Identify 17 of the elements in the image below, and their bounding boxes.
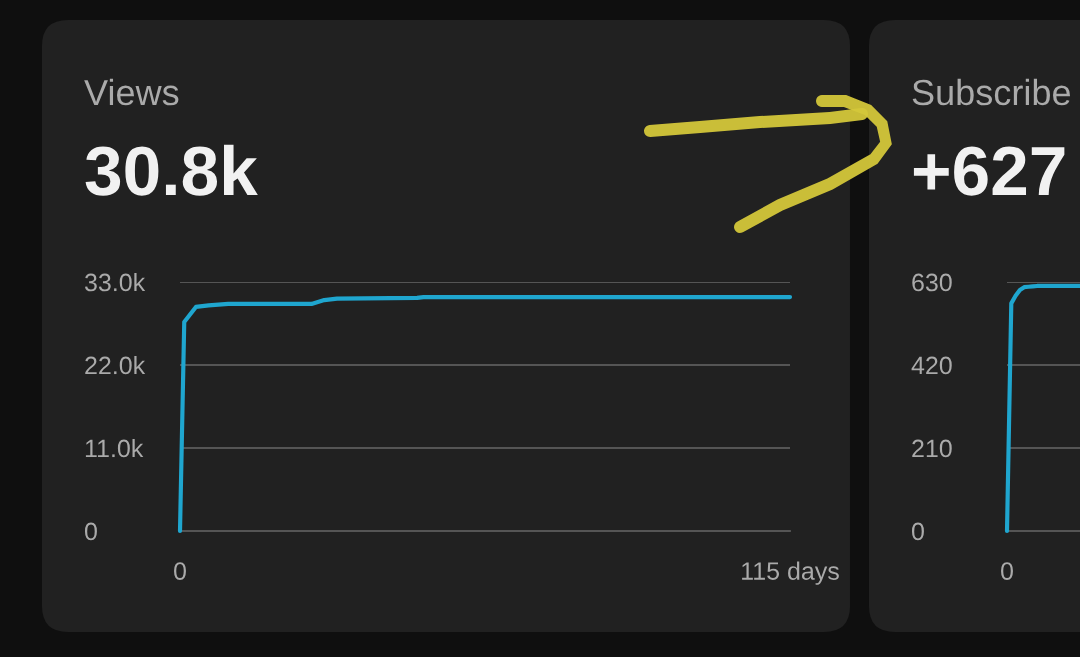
chart-subtitle: +627 [913, 146, 1065, 196]
x-tick-label: 0 [174, 562, 186, 580]
y-tick-label: 0 [911, 522, 924, 541]
y-tick-label: 33.0k [84, 272, 146, 292]
y-tick-label: 11.0k [85, 438, 144, 458]
y-tick-label: 630 [912, 273, 952, 292]
x-tick-label: 115 days [742, 561, 839, 585]
line-series [1004, 283, 1080, 534]
y-tick-label: 420 [911, 356, 952, 375]
chart-title: Subscribe [912, 78, 1070, 106]
y-tick-label: 22.0k [85, 355, 146, 375]
chart-title: Views [84, 78, 179, 106]
x-tick-label: 0 [1001, 562, 1013, 580]
chart-subtitle: 30.8k [85, 144, 258, 196]
y-tick-label: 210 [912, 439, 952, 458]
line-series [177, 295, 793, 534]
y-tick-label: 0 [84, 522, 97, 541]
